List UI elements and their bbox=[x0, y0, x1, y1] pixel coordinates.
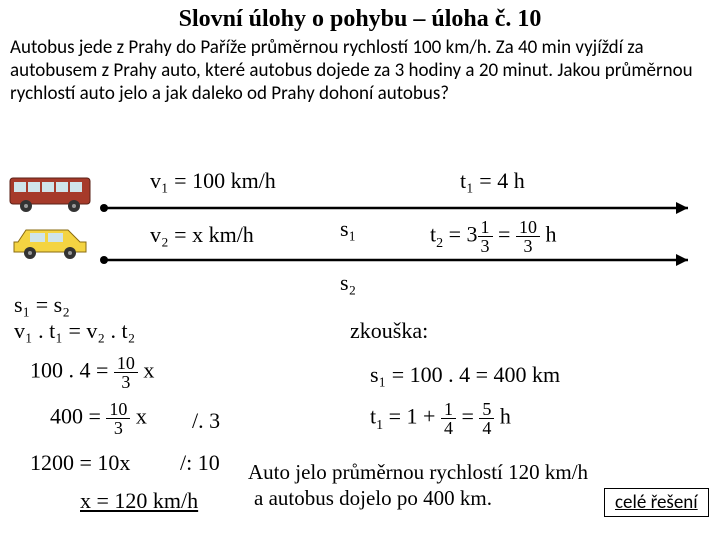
eq-line1: 100 . 4 = 103 x bbox=[30, 354, 154, 391]
t1-label: t₁ = 4 h bbox=[460, 168, 525, 194]
bus-icon bbox=[8, 172, 94, 214]
t1-calc: t1 = 1 + 14 = 54 h bbox=[370, 400, 511, 437]
eq-line2: 400 = 103 x bbox=[50, 400, 147, 437]
car-icon bbox=[8, 220, 94, 262]
op-mult3: /. 3 bbox=[192, 408, 220, 434]
page-title: Slovní úlohy o pohybu – úloha č. 10 bbox=[0, 0, 720, 33]
s2-label: s₂ bbox=[340, 270, 356, 296]
zkouska-label: zkouška: bbox=[350, 318, 428, 344]
v2-label: v₂ = x km/h bbox=[150, 222, 254, 248]
s1-label: s₁ bbox=[340, 216, 356, 242]
v1-label: v₁ = 100 km/h bbox=[150, 168, 276, 194]
result-x: x = 120 km/h bbox=[80, 488, 198, 514]
car-line bbox=[98, 250, 698, 270]
eq-s1-s2: s₁ = s₂ bbox=[14, 292, 70, 318]
full-solution-button[interactable]: celé řešení bbox=[604, 488, 709, 517]
op-div10: /: 10 bbox=[180, 450, 220, 476]
s1-calc: s₁ = 100 . 4 = 400 km bbox=[370, 362, 560, 388]
problem-text: Autobus jede z Prahy do Paříže průměrnou… bbox=[0, 33, 720, 107]
eq-vt: v₁ . t₁ = v₂ . t₂ bbox=[14, 318, 135, 344]
eq-1200: 1200 = 10x bbox=[30, 450, 130, 476]
bus-line bbox=[98, 198, 698, 218]
answer-line2: a autobus dojelo po 400 km. bbox=[254, 486, 492, 511]
answer-line1: Auto jelo průměrnou rychlostí 120 km/h bbox=[248, 460, 588, 485]
